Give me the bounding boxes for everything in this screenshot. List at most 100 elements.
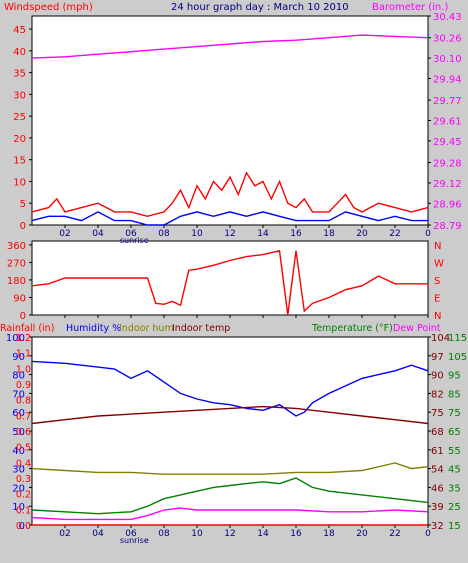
wind-tick-label: 25 — [13, 112, 26, 123]
direction-tick-label: 360 — [7, 241, 26, 252]
legend-dew-point: Dew Point — [393, 323, 441, 334]
rain-tick-label: 0.1 — [16, 505, 31, 516]
baro-tick-label: 30.26 — [433, 34, 462, 45]
temperature-tick-label: 95 — [448, 371, 461, 382]
baro-tick-label: 30.43 — [433, 12, 462, 23]
x-tick-label: 10 — [191, 529, 203, 539]
x-tick-label: 08 — [158, 229, 170, 239]
legend-indoor-temp: Indoor temp — [172, 323, 230, 334]
indoor-temp-tick-label: 61 — [431, 446, 444, 457]
compass-label: E — [434, 293, 440, 304]
compass-label: N — [434, 311, 441, 322]
humidity-tick-label: 90 — [12, 352, 25, 363]
indoor-temp-tick-label: 75 — [431, 408, 444, 419]
wind-tick-label: 35 — [13, 69, 26, 80]
temperature-tick-label: 75 — [448, 408, 461, 419]
indoor-temp-tick-label: 39 — [431, 502, 444, 513]
x-tick-label: 08 — [158, 529, 170, 539]
rain-tick-label: 0.3 — [16, 474, 31, 485]
humidity-tick-label: 0 — [19, 521, 25, 532]
direction-tick-label: 270 — [7, 258, 26, 269]
legend-indoor-hum: Indoor hum — [119, 323, 174, 334]
wind-tick-label: 15 — [13, 156, 26, 167]
chart-title: 24 hour graph day : March 10 2010 — [171, 2, 349, 13]
rain-tick-label: 0.5 — [16, 443, 31, 454]
baro-tick-label: 30.10 — [433, 54, 462, 65]
baro-tick-label: 29.28 — [433, 159, 462, 170]
rain-tick-label: 1.1 — [16, 349, 31, 360]
wind-tick-label: 30 — [13, 90, 26, 101]
temperature-tick-label: 45 — [448, 465, 461, 476]
humidity-tick-label: 20 — [12, 483, 25, 494]
x-tick-label: 18 — [323, 229, 335, 239]
direction-tick-label: 180 — [7, 276, 26, 287]
rain-tick-label: 0.8 — [16, 396, 31, 407]
baro-tick-label: 28.79 — [433, 221, 462, 232]
temperature-tick-label: 15 — [448, 521, 461, 532]
rain-tick-label: 0.2 — [16, 490, 31, 501]
humidity-tick-label: 100 — [6, 333, 25, 344]
baro-tick-label: 29.45 — [433, 137, 462, 148]
indoor-templine — [31, 405, 429, 425]
temperature-f-line — [31, 477, 429, 515]
x-tick-label: 12 — [224, 229, 235, 239]
x-tick-label: 0 — [425, 529, 431, 539]
humidity-tick-label: 30 — [12, 465, 25, 476]
x-tick-label: 20 — [356, 229, 368, 239]
legend-temperature: Temperature (°F) — [311, 323, 393, 334]
rain-tick-label: 1.0 — [16, 364, 31, 375]
temperature-tick-label: 85 — [448, 389, 461, 400]
humidity-tick-label: 40 — [12, 446, 25, 457]
humidity-tick-label: 50 — [12, 427, 25, 438]
x-tick-label: 12 — [224, 529, 235, 539]
sunrise-label: sunrise — [120, 236, 149, 245]
indoor-temp-tick-label: 68 — [431, 427, 444, 438]
indoor-temp-tick-label: 46 — [431, 483, 444, 494]
barometer-line — [31, 34, 429, 59]
indoor-temp-tick-label: 32 — [431, 521, 444, 532]
x-tick-label: 16 — [290, 529, 302, 539]
rain-tick-label: 0.6 — [16, 427, 31, 438]
compass-label: W — [434, 258, 444, 269]
baro-tick-label: 29.12 — [433, 179, 462, 190]
legend-humidity: Humidity % — [66, 323, 121, 334]
humidity-tick-label: 60 — [12, 408, 25, 419]
indoor-temp-tick-label: 82 — [431, 389, 444, 400]
x-tick-label: 04 — [92, 529, 104, 539]
rain-tick-label: 0.9 — [16, 380, 31, 391]
humidity-tick-label: 10 — [12, 502, 25, 513]
baro-tick-label: 29.94 — [433, 74, 462, 85]
rain-tick-label: 0.7 — [16, 411, 31, 422]
barometer-axis-label: Barometer (in.) — [372, 2, 448, 13]
wind-direction-line — [31, 249, 428, 316]
legend-rainfall: Rainfall (in) — [0, 323, 54, 334]
x-tick-label: 14 — [257, 529, 269, 539]
temperature-tick-label: 25 — [448, 502, 461, 513]
rain-tick-label: 0.0 — [16, 521, 31, 532]
baro-tick-label: 29.61 — [433, 117, 462, 128]
indoor-humline — [31, 462, 429, 475]
temperature-tick-label: 105 — [448, 352, 467, 363]
wind-avg-line — [31, 211, 428, 226]
indoor-temp-tick-label: 90 — [431, 371, 444, 382]
wind-tick-label: 45 — [13, 25, 26, 36]
x-tick-label: 02 — [59, 229, 70, 239]
direction-tick-label: 0 — [20, 311, 26, 322]
sunrise-label: sunrise — [120, 536, 149, 545]
humidity-tick-label: 80 — [12, 371, 25, 382]
x-tick-label: 06 — [125, 229, 137, 239]
x-tick-label: 04 — [92, 229, 104, 239]
wind-tick-label: 20 — [13, 134, 26, 145]
x-tick-label: 16 — [290, 229, 302, 239]
x-tick-label: 10 — [191, 229, 203, 239]
temperature-tick-label: 65 — [448, 427, 461, 438]
humidity-tick-label: 70 — [12, 389, 25, 400]
wind-tick-label: 5 — [20, 199, 26, 210]
x-tick-label: 02 — [59, 529, 70, 539]
hum-temp-panel — [31, 336, 429, 526]
indoor-temp-tick-label: 104 — [431, 333, 450, 344]
wind-baro-panel — [31, 15, 429, 226]
baro-tick-label: 29.77 — [433, 96, 462, 107]
